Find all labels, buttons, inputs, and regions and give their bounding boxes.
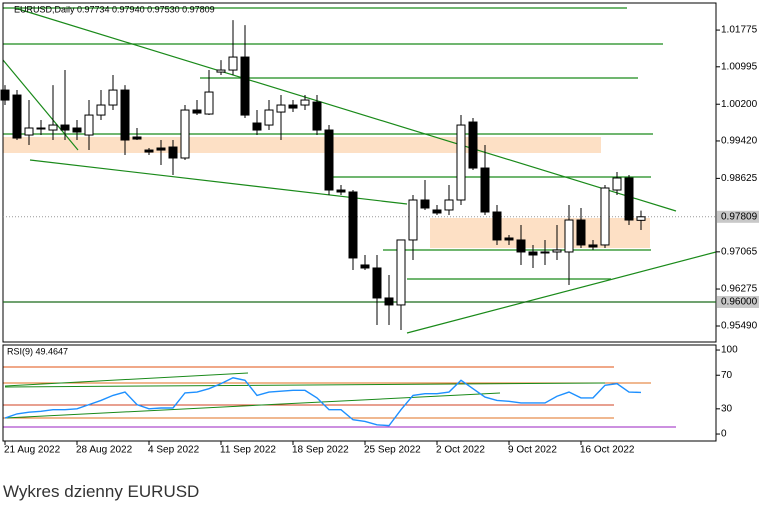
candle-body — [600, 187, 610, 246]
candle-body — [312, 101, 322, 131]
candle-body — [432, 209, 442, 214]
x-tick-label: 11 Sep 2022 — [220, 445, 276, 456]
rsi-frame — [2, 344, 717, 442]
x-tick-label: 2 Oct 2022 — [436, 445, 485, 456]
candle-body — [384, 297, 394, 306]
x-tick-label: 16 Oct 2022 — [580, 445, 635, 456]
x-tick-label: 21 Aug 2022 — [4, 445, 61, 456]
candle-body — [12, 94, 22, 139]
current-price-label: 0.97809 — [721, 211, 758, 222]
candle-body — [300, 99, 310, 106]
candle-body — [240, 56, 250, 116]
candle-body — [264, 109, 274, 126]
rsi-levels — [3, 366, 676, 428]
candle-body — [504, 237, 514, 241]
y-tick-label: 1.01775 — [721, 25, 758, 36]
y-tick-label: 0.96275 — [721, 284, 758, 295]
candle-body — [372, 267, 382, 299]
candle-body — [0, 89, 10, 101]
trend-lines — [2, 7, 717, 334]
candle-body — [516, 239, 526, 253]
candle-body — [120, 89, 130, 141]
candle-body — [252, 122, 262, 131]
candle-body — [408, 199, 418, 241]
y-tick-label: 1.00995 — [721, 61, 758, 72]
candle-body — [36, 127, 46, 130]
caption: Wykres dzienny EURUSD — [3, 482, 200, 501]
x-tick-label: 9 Oct 2022 — [508, 445, 557, 456]
candle-body — [84, 114, 94, 136]
x-tick-label: 4 Sep 2022 — [148, 445, 200, 456]
candle-body — [288, 104, 298, 109]
candle-body — [216, 69, 226, 73]
candle-body — [168, 146, 178, 159]
candle-body — [48, 124, 58, 131]
candle-body — [588, 244, 598, 248]
zone — [3, 137, 601, 153]
y-tick-label: 1.00200 — [721, 99, 758, 110]
y-tick-label: 0.95490 — [721, 321, 758, 332]
candle-body — [468, 121, 478, 169]
x-tick-label: 28 Aug 2022 — [76, 445, 133, 456]
candle-body — [348, 191, 358, 259]
candle-body — [192, 109, 202, 114]
candle-body — [396, 239, 406, 306]
y-tick-label: 70 — [721, 370, 733, 381]
candle-body — [612, 177, 622, 191]
y-tick-label: 0.97065 — [721, 246, 758, 257]
candle-body — [480, 167, 490, 213]
rsi-title: RSI(9) 49.4647 — [7, 346, 68, 356]
candle-body — [456, 124, 466, 201]
candle-body — [156, 147, 166, 151]
candle-body — [72, 127, 82, 133]
level-label: 0.96000 — [721, 297, 758, 308]
chart-title: EURUSD,Daily 0.97734 0.97940 0.97530 0.9… — [14, 4, 215, 14]
chart: EURUSD,Daily 0.97734 0.97940 0.97530 0.9… — [0, 2, 759, 456]
candle-body — [636, 216, 646, 221]
y-tick-label: 30 — [721, 403, 733, 414]
level-label-bg — [717, 295, 759, 308]
y-tick-label: 0 — [721, 429, 727, 440]
candle-body — [96, 104, 106, 116]
candle-body — [180, 109, 190, 159]
current-price-bg — [717, 210, 759, 223]
candle-body — [324, 129, 334, 191]
x-tick-label: 25 Sep 2022 — [364, 445, 421, 456]
candle-body — [528, 251, 538, 256]
candle-body — [108, 89, 118, 106]
candle-body — [624, 177, 634, 221]
candle-body — [360, 264, 370, 269]
x-tick-label: 18 Sep 2022 — [292, 445, 349, 456]
zone — [430, 218, 650, 248]
y-tick-label: 0.98625 — [721, 173, 758, 184]
candle-body — [576, 219, 586, 246]
price-frame — [2, 2, 717, 343]
candle-body — [420, 199, 430, 209]
candle-body — [204, 91, 214, 115]
candle-body — [492, 211, 502, 241]
candle-body — [276, 104, 286, 113]
y-tick-label: 100 — [721, 345, 738, 356]
candle-body — [228, 56, 238, 71]
rsi-line — [4, 377, 642, 427]
y-tick-label: 0.99420 — [721, 136, 758, 147]
candle-body — [564, 219, 574, 253]
candle-body — [24, 127, 34, 136]
candle-body — [60, 124, 70, 131]
candle-body — [540, 251, 550, 254]
candle-body — [144, 149, 154, 153]
candle-body — [132, 136, 142, 140]
candle-body — [552, 249, 562, 253]
candle-body — [444, 199, 454, 211]
candle-body — [336, 189, 346, 193]
